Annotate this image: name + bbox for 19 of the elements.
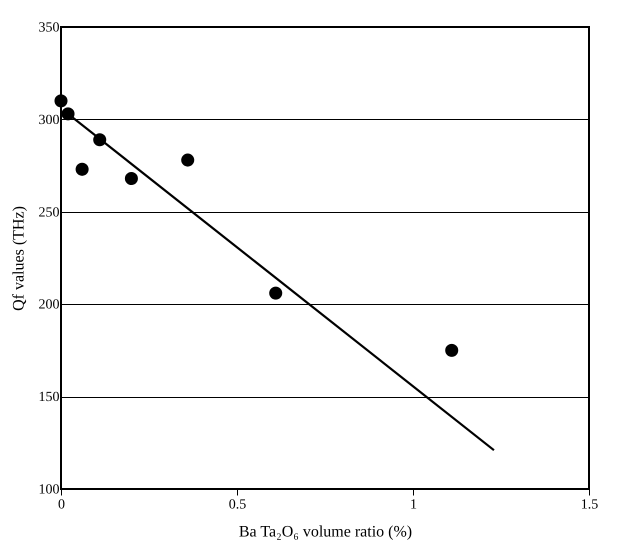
y-tick-label: 350 [38,20,60,36]
point [124,172,138,186]
x-tick-label: 1.5 [580,498,598,512]
y-tick-label: 100 [38,482,60,498]
y-tick-label: 250 [38,205,60,220]
point [62,107,75,120]
y-axis-title: Qf values (THz) [10,206,28,311]
x-tick-label: 1 [410,498,417,512]
point [445,344,458,357]
point [181,154,194,167]
point [76,162,89,176]
x-tick-label: 0.5 [228,498,246,512]
point [269,286,282,300]
y-tick-label: 300 [38,112,60,128]
x-axis-title: Ba Ta₂O₆ volume ratio (%) [238,524,412,540]
y-tick-label: 150 [38,390,60,406]
point [54,94,68,108]
x-tick-label: 0 [58,498,65,512]
y-tick-label: 200 [38,298,60,313]
